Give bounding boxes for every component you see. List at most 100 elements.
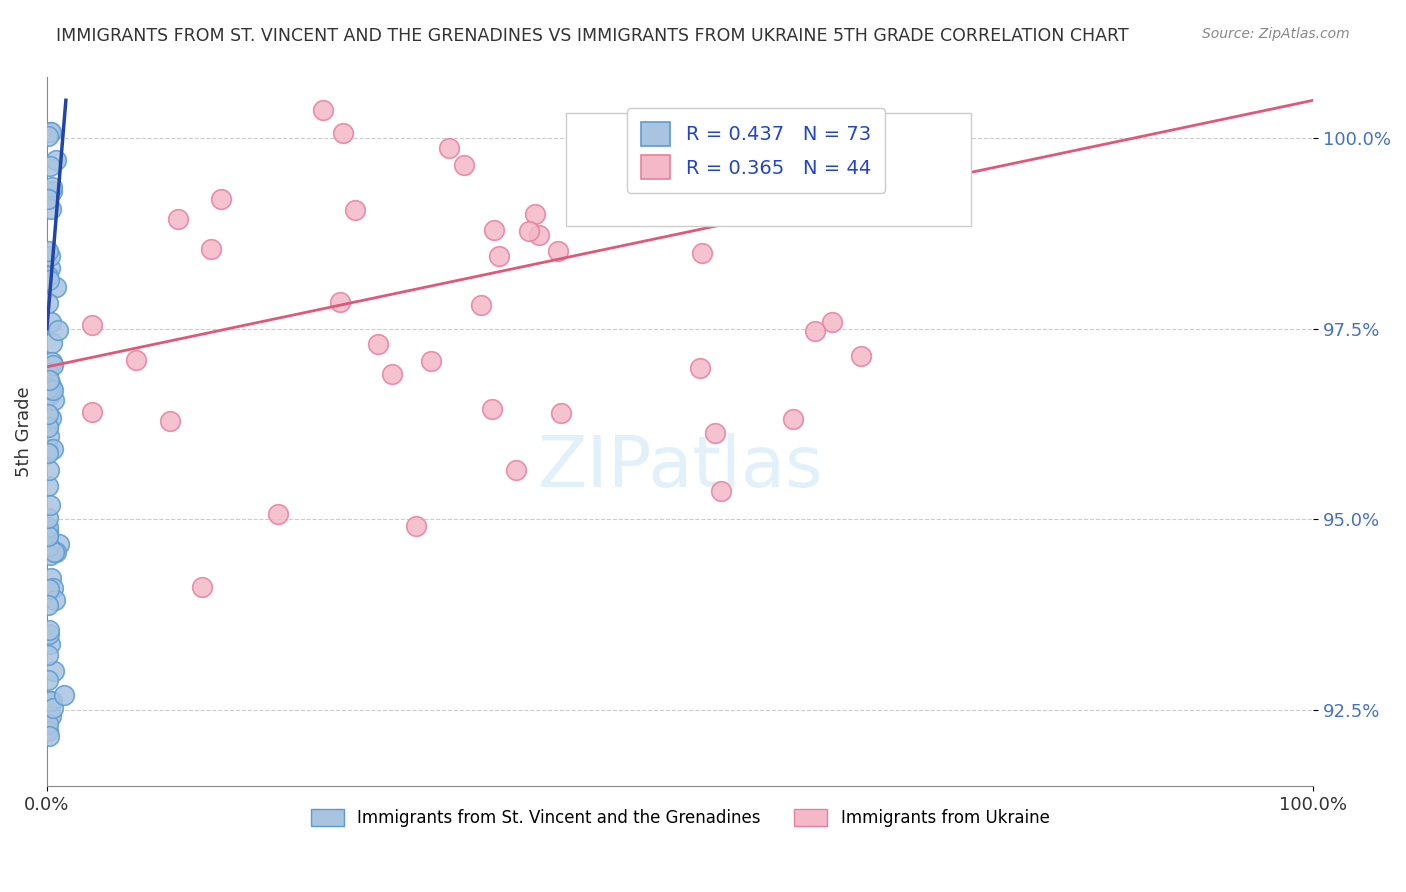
Point — [125, 352, 148, 367]
Point — [329, 294, 352, 309]
Point — [41, 383, 63, 397]
Point — [159, 414, 181, 428]
Text: ZIPatlas: ZIPatlas — [537, 433, 823, 501]
Point — [42, 544, 65, 558]
Legend: Immigrants from St. Vincent and the Grenadines, Immigrants from Ukraine: Immigrants from St. Vincent and the Gren… — [304, 803, 1056, 834]
Point — [37, 419, 59, 434]
Point — [267, 507, 290, 521]
Point — [44, 593, 66, 607]
Point — [529, 228, 551, 243]
Point — [41, 355, 63, 369]
Point — [419, 353, 441, 368]
Point — [38, 729, 60, 743]
Point — [505, 463, 527, 477]
Point — [804, 325, 827, 339]
Point — [38, 637, 60, 651]
Point — [488, 249, 510, 263]
FancyBboxPatch shape — [567, 113, 972, 227]
Point — [82, 404, 104, 418]
Point — [37, 388, 59, 402]
Point — [37, 296, 59, 310]
Point — [484, 223, 506, 237]
Point — [38, 376, 60, 390]
Point — [42, 442, 65, 457]
Point — [45, 153, 67, 167]
Point — [39, 571, 62, 585]
Point — [48, 537, 70, 551]
Point — [37, 129, 59, 144]
Point — [470, 298, 492, 312]
Point — [37, 673, 59, 687]
Point — [41, 184, 63, 198]
Point — [39, 693, 62, 707]
Point — [41, 694, 63, 708]
Point — [704, 425, 727, 440]
Point — [37, 192, 59, 206]
Point — [37, 244, 59, 259]
Point — [849, 349, 872, 363]
Point — [710, 483, 733, 498]
Point — [481, 401, 503, 416]
Point — [38, 548, 60, 562]
Point — [41, 180, 63, 194]
Point — [706, 49, 728, 63]
Point — [38, 373, 60, 387]
Point — [38, 539, 60, 553]
Point — [37, 598, 59, 612]
Point — [37, 520, 59, 534]
Point — [758, 194, 780, 208]
Point — [689, 361, 711, 376]
Point — [37, 446, 59, 460]
Point — [37, 510, 59, 524]
Point — [343, 203, 366, 218]
Point — [209, 192, 232, 206]
Point — [42, 700, 65, 714]
Point — [547, 244, 569, 258]
Point — [37, 268, 59, 283]
Point — [38, 126, 60, 140]
Point — [37, 716, 59, 731]
Point — [37, 420, 59, 434]
Point — [38, 624, 60, 638]
Point — [39, 202, 62, 216]
Point — [39, 708, 62, 723]
Point — [524, 207, 547, 221]
Point — [627, 191, 650, 205]
Point — [437, 141, 460, 155]
Point — [37, 479, 59, 493]
Point — [45, 280, 67, 294]
Point — [38, 273, 60, 287]
Point — [41, 381, 63, 395]
Point — [39, 315, 62, 329]
Point — [367, 337, 389, 351]
Point — [312, 103, 335, 117]
Point — [38, 462, 60, 476]
Point — [38, 249, 60, 263]
Point — [1150, 0, 1173, 4]
Point — [39, 411, 62, 425]
Point — [821, 315, 844, 329]
Point — [39, 388, 62, 402]
Text: IMMIGRANTS FROM ST. VINCENT AND THE GRENADINES VS IMMIGRANTS FROM UKRAINE 5TH GR: IMMIGRANTS FROM ST. VINCENT AND THE GREN… — [56, 27, 1129, 45]
Point — [191, 581, 214, 595]
Point — [37, 442, 59, 457]
Point — [782, 412, 804, 426]
Point — [38, 627, 60, 641]
Point — [550, 407, 572, 421]
Point — [453, 158, 475, 172]
Point — [38, 582, 60, 597]
Point — [39, 498, 62, 512]
Point — [38, 429, 60, 443]
Point — [42, 393, 65, 408]
Point — [381, 368, 404, 382]
Point — [37, 407, 59, 421]
Point — [200, 242, 222, 256]
Point — [37, 367, 59, 381]
Point — [332, 127, 354, 141]
Point — [44, 664, 66, 678]
Point — [39, 125, 62, 139]
Point — [37, 724, 59, 739]
Point — [37, 524, 59, 538]
Point — [690, 246, 713, 260]
Point — [405, 519, 427, 533]
